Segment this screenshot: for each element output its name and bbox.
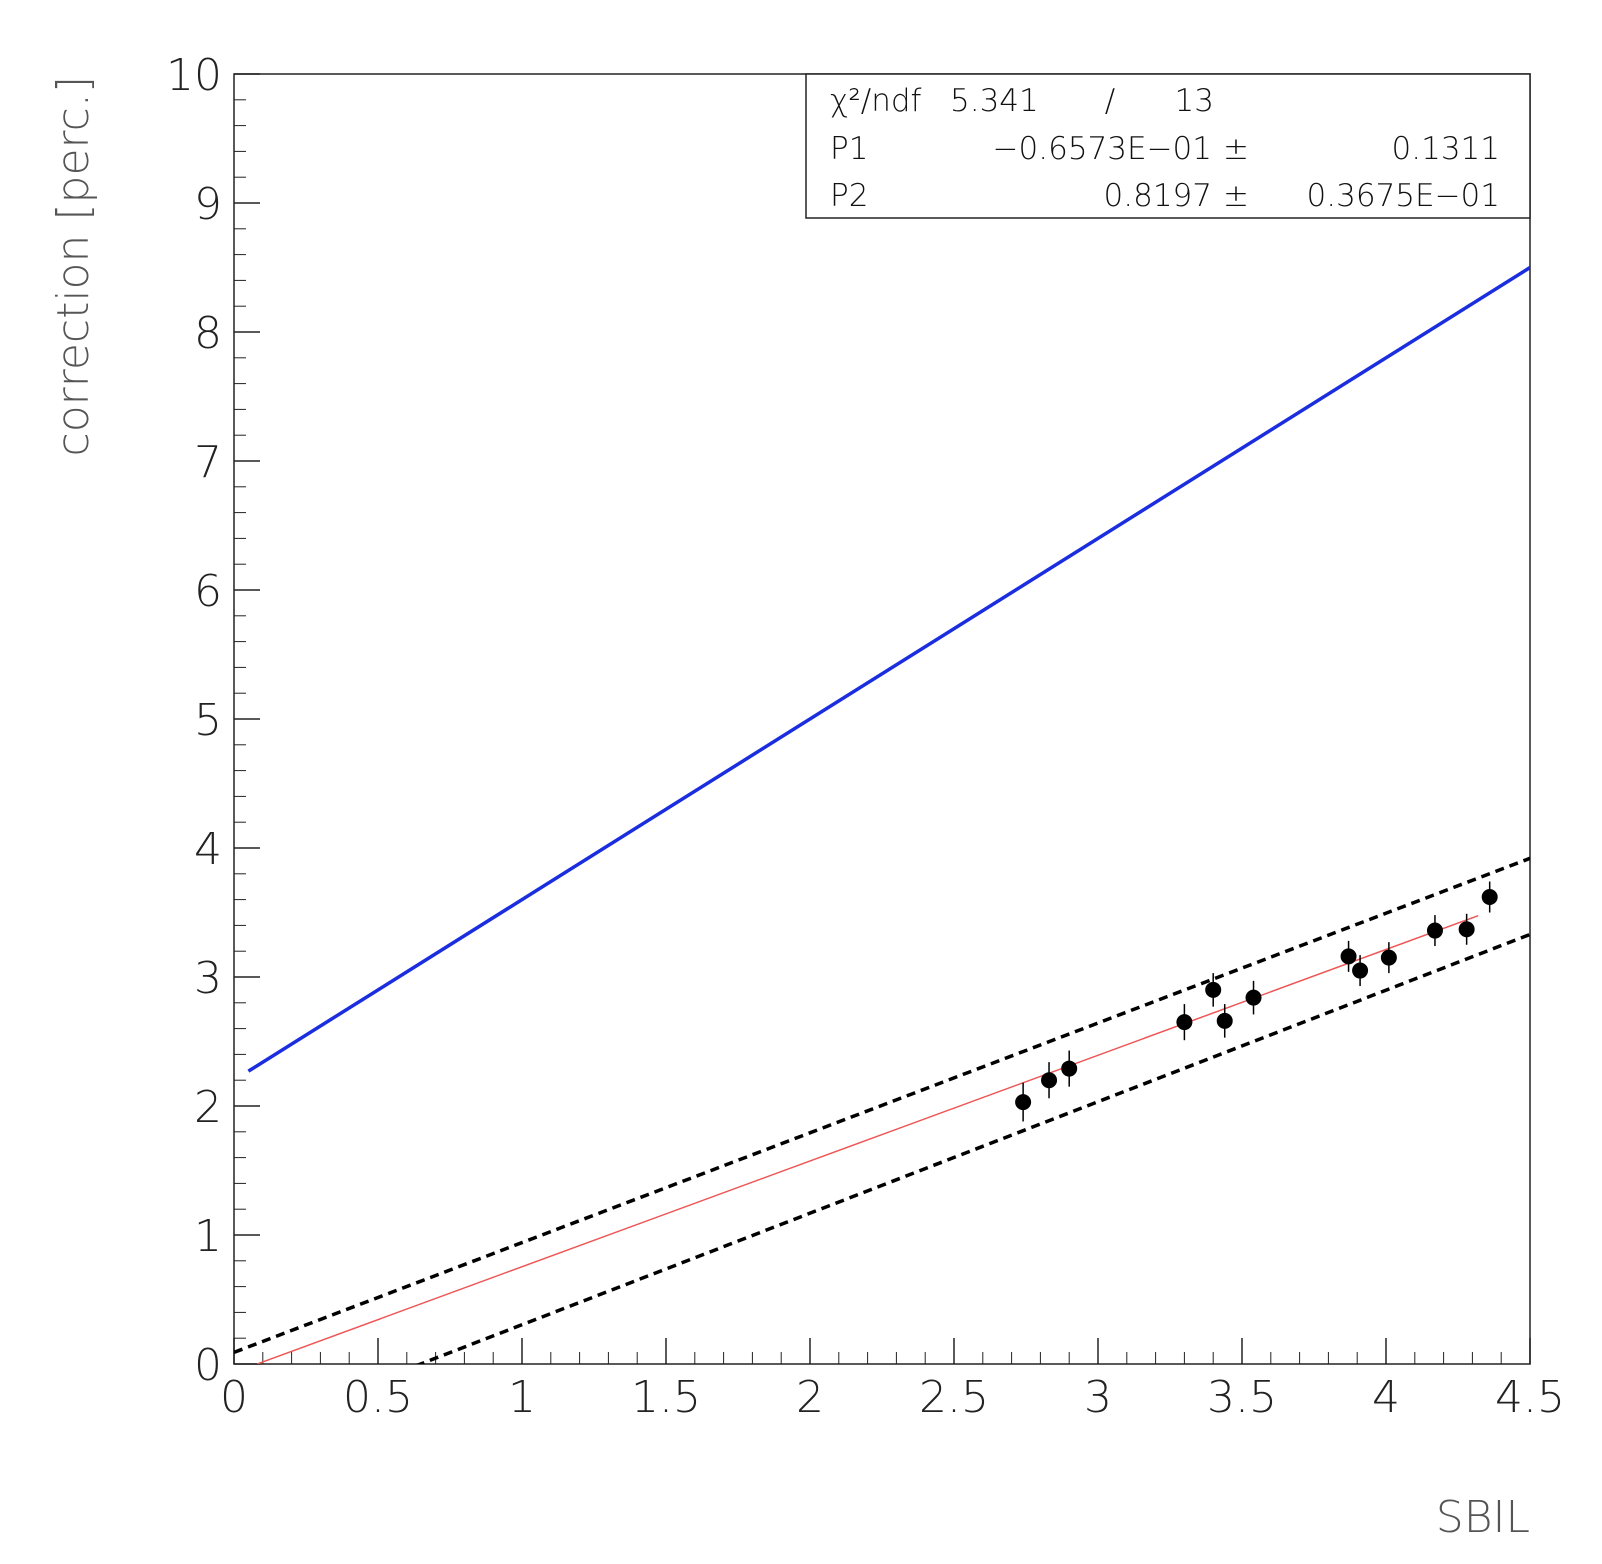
stats-row-p1-error: 0.1311 (1392, 131, 1500, 167)
x-tick-label-5: 2.5 (919, 1372, 989, 1423)
stats-row-chi2-ndf: 13 (1175, 83, 1214, 119)
y-tick-label-0: 0 (194, 1340, 222, 1391)
stats-box: χ²/ndf 5.341 / 13 P1 −0.6573E−01 ± 0.131… (805, 73, 1531, 219)
stats-row-chi2-sep: / (1105, 83, 1115, 119)
y-tick-label-6: 6 (194, 566, 222, 617)
x-tick-label-2: 1 (508, 1372, 536, 1423)
x-tick-label-3: 1.5 (631, 1372, 701, 1423)
data-points (1015, 881, 1498, 1122)
stats-row-chi2-label: χ²/ndf (830, 83, 922, 119)
data-point-2 (1061, 1060, 1078, 1077)
x-tick-label-6: 3 (1084, 1372, 1112, 1423)
data-point-1 (1041, 1072, 1058, 1089)
data-point-7 (1340, 948, 1357, 965)
y-tick-label-4: 4 (194, 824, 222, 875)
data-point-5 (1216, 1012, 1233, 1029)
stats-row-p2-label: P2 (830, 178, 868, 214)
data-point-6 (1245, 989, 1262, 1006)
data-point-4 (1205, 981, 1222, 998)
stats-row-p2-sep: ± (1223, 178, 1249, 214)
x-tick-label-8: 4 (1372, 1372, 1400, 1423)
x-tick-label-9: 4.5 (1495, 1372, 1565, 1423)
stats-row-chi2-value: 5.341 (950, 83, 1039, 119)
stats-row-p1-sep: ± (1223, 131, 1249, 167)
stats-row-p1-value: −0.6573E−01 (993, 131, 1212, 167)
blue-line (247, 266, 1530, 1073)
data-point-10 (1426, 922, 1443, 939)
y-tick-label-5: 5 (194, 695, 222, 746)
y-tick-label-10: 10 (166, 50, 222, 101)
chart-lines (234, 266, 1530, 1364)
x-tick-label-7: 3.5 (1207, 1372, 1277, 1423)
fit-line (256, 914, 1479, 1364)
y-tick-label-7: 7 (194, 437, 222, 488)
data-point-12 (1481, 889, 1498, 906)
stats-row-p2-value: 0.8197 (1104, 178, 1212, 214)
y-axis-ticks: 0 1 2 3 4 5 6 7 8 9 10 (166, 50, 260, 1391)
y-tick-label-3: 3 (194, 953, 222, 1004)
y-tick-label-1: 1 (194, 1211, 222, 1262)
data-point-11 (1458, 921, 1475, 938)
data-point-9 (1380, 949, 1397, 966)
stats-row-p1-label: P1 (830, 131, 868, 167)
y-tick-label-8: 8 (194, 308, 222, 359)
x-axis-title: SBIL (1436, 1492, 1530, 1543)
y-axis-title: correction [perc.] (48, 76, 99, 457)
y-tick-label-9: 9 (194, 179, 222, 230)
x-tick-label-4: 2 (796, 1372, 824, 1423)
x-tick-label-1: 0.5 (343, 1372, 413, 1423)
x-tick-label-0: 0 (220, 1372, 248, 1423)
x-axis-ticks: 0 0.5 1 1.5 2 2.5 3 3.5 4 4.5 (220, 1338, 1565, 1423)
y-tick-label-2: 2 (194, 1082, 222, 1133)
stats-row-p2-error: 0.3675E−01 (1307, 178, 1500, 214)
plot-frame (233, 73, 1531, 1365)
data-point-0 (1015, 1094, 1032, 1111)
band-upper-line (234, 856, 1530, 1355)
band-lower-line (415, 932, 1530, 1364)
data-point-8 (1352, 962, 1369, 979)
data-point-3 (1176, 1014, 1193, 1031)
stats-box-frame (805, 73, 1531, 219)
